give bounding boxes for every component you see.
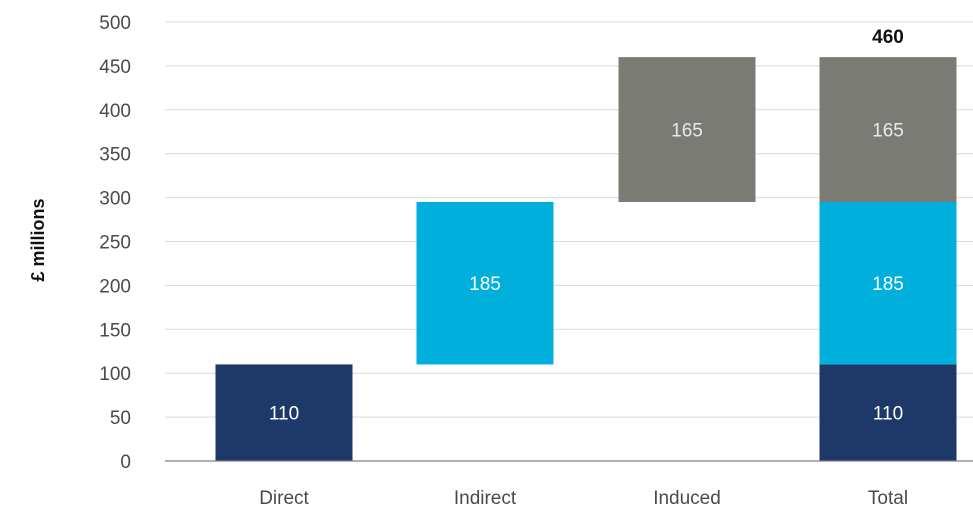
category-label-induced: Induced xyxy=(653,488,721,509)
category-label-total: Total xyxy=(868,488,908,509)
bar-indirect-total xyxy=(819,201,957,365)
y-tick-label: 100 xyxy=(99,364,131,385)
y-tick-label: 200 xyxy=(99,276,131,297)
data-label: 165 xyxy=(872,121,904,142)
y-tick-label: 300 xyxy=(99,189,131,210)
y-tick-label: 350 xyxy=(99,145,131,166)
bar-induced-induced xyxy=(618,57,756,202)
data-label: 185 xyxy=(872,274,904,295)
y-axis-ticks: 0 50 100 150 200 250 300 350 400 450 500 xyxy=(99,13,131,473)
y-tick-label: 0 xyxy=(120,452,131,473)
y-tick-label: 250 xyxy=(99,233,131,254)
data-label: 165 xyxy=(671,121,703,142)
y-tick-label: 150 xyxy=(99,320,131,341)
x-axis-categories: Direct Indirect Induced Total xyxy=(259,488,908,509)
data-label: 185 xyxy=(469,274,501,295)
data-label: 110 xyxy=(269,404,299,425)
y-tick-label: 500 xyxy=(99,13,131,34)
y-tick-label: 50 xyxy=(110,408,131,429)
y-axis-label: £ millions xyxy=(28,198,48,281)
data-label: 110 xyxy=(873,404,903,425)
total-value-label: 460 xyxy=(872,27,904,48)
bar-indirect-indirect xyxy=(416,201,554,365)
bar-induced-total xyxy=(819,57,957,202)
category-label-direct: Direct xyxy=(259,488,309,509)
y-tick-label: 400 xyxy=(99,101,131,122)
y-tick-label: 450 xyxy=(99,57,131,78)
bars: 110 110 185 185 165 165 xyxy=(215,57,957,461)
bar-direct-direct xyxy=(215,364,353,461)
category-label-indirect: Indirect xyxy=(454,488,517,509)
bar-direct-total xyxy=(819,364,957,461)
